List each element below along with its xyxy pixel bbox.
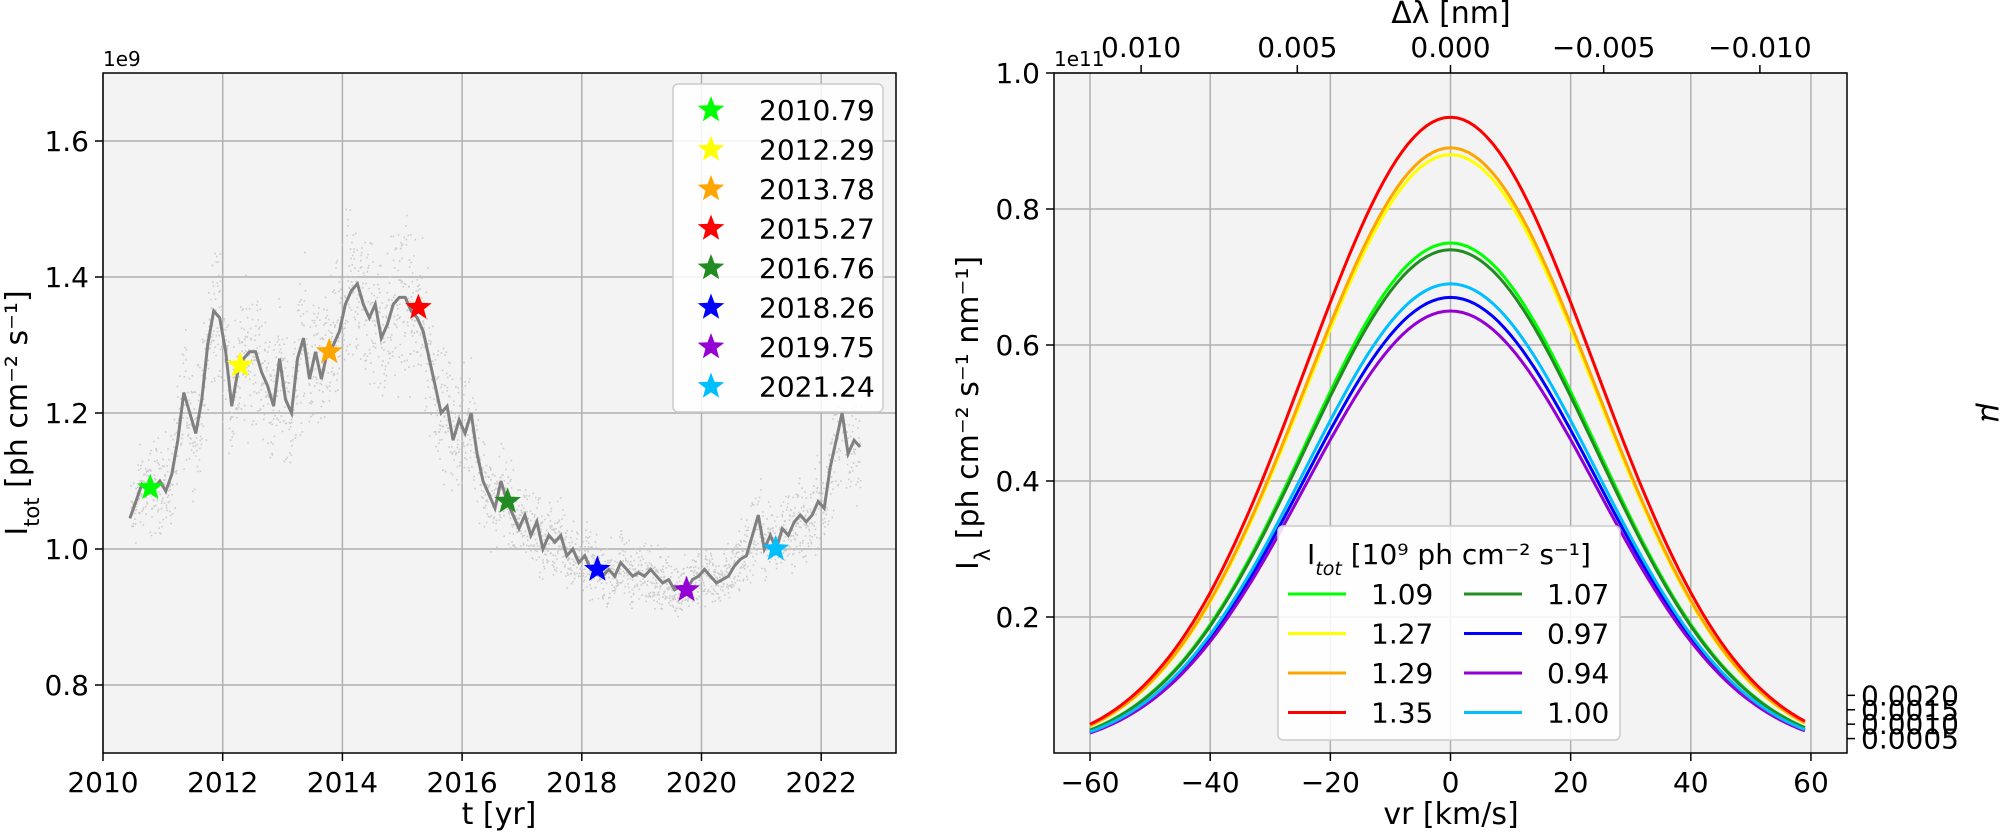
left-xtick-label-2010: 2010: [67, 766, 138, 799]
left-star-2010.79: [137, 473, 164, 500]
left-legend-label-2018.26: 2018.26: [759, 292, 875, 325]
right-top-tick-label-3: −0.005: [1552, 31, 1656, 64]
left-legend: 2010.79 2012.29 2013.78 2015.27 2016.76 2018.…: [672, 83, 884, 413]
right-right-tick-label-1: 0.0010: [1861, 708, 1959, 741]
left-ytick-label-0.8: 0.8: [44, 669, 89, 702]
left-star-2016.76: [494, 487, 521, 513]
left-legend-star-2019.75: [697, 333, 725, 359]
left-star-2013.78: [315, 337, 343, 364]
left-legend-star-2021.24: [697, 372, 725, 398]
right-legend-label-1.09: 1.09: [1371, 578, 1433, 611]
left-legend-label-2010.79: 2010.79: [759, 94, 875, 127]
left-star-2012.29: [226, 351, 254, 377]
left-ytick-label-1.6: 1.6: [44, 125, 89, 158]
right-legend-label-1.29: 1.29: [1371, 657, 1433, 690]
right-ticks: −60 −40 −20 0 20 40 60 0.2 0.4 0.6 0.8 1.0 0.010 0.00…: [995, 31, 1959, 799]
right-xtick-label-40: 40: [1673, 766, 1709, 799]
right-right-tick-label-0: 0.0005: [1861, 723, 1959, 756]
left-legend-label-2015.27: 2015.27: [759, 213, 875, 246]
left-legend-star-2012.29: [697, 135, 725, 161]
right-top-tick-label-0: 0.010: [1101, 31, 1181, 64]
left-star-2018.26: [584, 555, 611, 581]
left-legend-label-2016.76: 2016.76: [759, 252, 875, 285]
left-legend-star-2013.78: [697, 175, 725, 201]
left-smoothed-line: [128, 280, 862, 592]
left-legend-star-2018.26: [697, 293, 725, 319]
right-xtick-label--40: −40: [1181, 766, 1240, 799]
left-ylabel: Itot [ph cm⁻² s⁻¹]: [0, 290, 44, 535]
right-xtick-label-0: 0: [1442, 766, 1460, 799]
right-legend-label-0.97: 0.97: [1547, 618, 1609, 651]
right-ytick-label-0.2: 0.2: [995, 601, 1040, 634]
left-ytick-label-1.4: 1.4: [44, 261, 89, 294]
right-right-tick-label-2: 0.0015: [1861, 694, 1959, 727]
left-star-2021.24: [762, 535, 789, 561]
right-legend-label-1.27: 1.27: [1371, 618, 1433, 651]
left-legend-label-2019.75: 2019.75: [759, 331, 875, 364]
right-ylabel: Iλ [ph cm⁻² s⁻¹ nm⁻¹]: [951, 256, 995, 570]
left-xtick-label-2020: 2020: [666, 766, 737, 799]
left-sci-exponent: 1e9: [103, 47, 141, 71]
right-legend-box: [1277, 525, 1621, 741]
right-curve-1.07: [1089, 248, 1806, 732]
right-xtick-label-60: 60: [1793, 766, 1829, 799]
right-legend-label-0.94: 0.94: [1547, 657, 1609, 690]
right-legend-label-1.07: 1.07: [1547, 578, 1609, 611]
right-legend: Itot [10⁹ ph cm⁻² s⁻¹]1.09 1.27 1.29 1.35 1.…: [1277, 525, 1621, 741]
left-ticks: 2010 2012 2014 2016 2018 2020 2022 0.8 1.0 1.2 1.4…: [44, 125, 856, 799]
right-panel: −60 −40 −20 0 20 40 60 0.2 0.4 0.6 0.8 1.0 0.010 0.00…: [951, 0, 2000, 832]
right-xtick-label--20: −20: [1301, 766, 1360, 799]
right-curve-0.94: [1089, 309, 1806, 735]
right-xtick-label-20: 20: [1553, 766, 1589, 799]
right-ytick-label-0.6: 0.6: [995, 329, 1040, 362]
right-curve-1.35: [1089, 115, 1806, 726]
left-xtick-label-2022: 2022: [786, 766, 857, 799]
left-legend-star-2010.79: [697, 96, 725, 122]
left-xtick-label-2012: 2012: [187, 766, 258, 799]
right-ytick-label-1: 1.0: [995, 57, 1040, 90]
left-xtick-label-2016: 2016: [426, 766, 497, 799]
right-xlabel: vr [km/s]: [1383, 797, 1518, 832]
left-xtick-label-2014: 2014: [307, 766, 378, 799]
left-legend-box: [672, 83, 884, 413]
right-xtick-label--60: −60: [1060, 766, 1119, 799]
left-star-2015.27: [405, 293, 432, 319]
left-ytick-label-1.2: 1.2: [44, 397, 89, 430]
right-curve-1.29: [1089, 146, 1806, 728]
left-legend-star-2015.27: [697, 214, 725, 240]
left-xtick-label-2018: 2018: [546, 766, 617, 799]
right-top-tick-label-1: 0.005: [1257, 31, 1337, 64]
left-legend-label-2021.24: 2021.24: [759, 371, 875, 404]
right-sci-exponent: 1e11: [1054, 47, 1104, 71]
left-panel: 2010 2012 2014 2016 2018 2020 2022 0.8 1.0 1.2 1.4…: [0, 47, 897, 832]
right-curve-0.97: [1089, 295, 1806, 734]
left-legend-label-2013.78: 2013.78: [759, 173, 875, 206]
left-ytick-label-1: 1.0: [44, 533, 89, 566]
right-legend-label-1.00: 1.00: [1547, 697, 1609, 730]
right-top-tick-label-4: −0.010: [1708, 31, 1812, 64]
right-top-tick-label-2: 0.000: [1410, 31, 1490, 64]
right-right-ylabel: μ: [1974, 402, 2000, 422]
right-ytick-label-0.8: 0.8: [995, 193, 1040, 226]
left-legend-star-2016.76: [697, 254, 725, 280]
right-legend-title: Itot [10⁹ ph cm⁻² s⁻¹]: [1307, 538, 1591, 580]
left-stars: [137, 293, 789, 602]
left-star-2019.75: [673, 575, 700, 602]
right-legend-label-1.35: 1.35: [1371, 697, 1433, 730]
right-ytick-label-0.4: 0.4: [995, 465, 1040, 498]
right-top-xlabel: Δλ [nm]: [1391, 0, 1510, 31]
right-right-tick-label-3: 0.0020: [1861, 679, 1959, 712]
left-xlabel: t [yr]: [462, 797, 537, 832]
left-legend-label-2012.29: 2012.29: [759, 134, 875, 167]
right-lines: [1089, 115, 1806, 735]
right-curve-1.00: [1089, 282, 1806, 734]
